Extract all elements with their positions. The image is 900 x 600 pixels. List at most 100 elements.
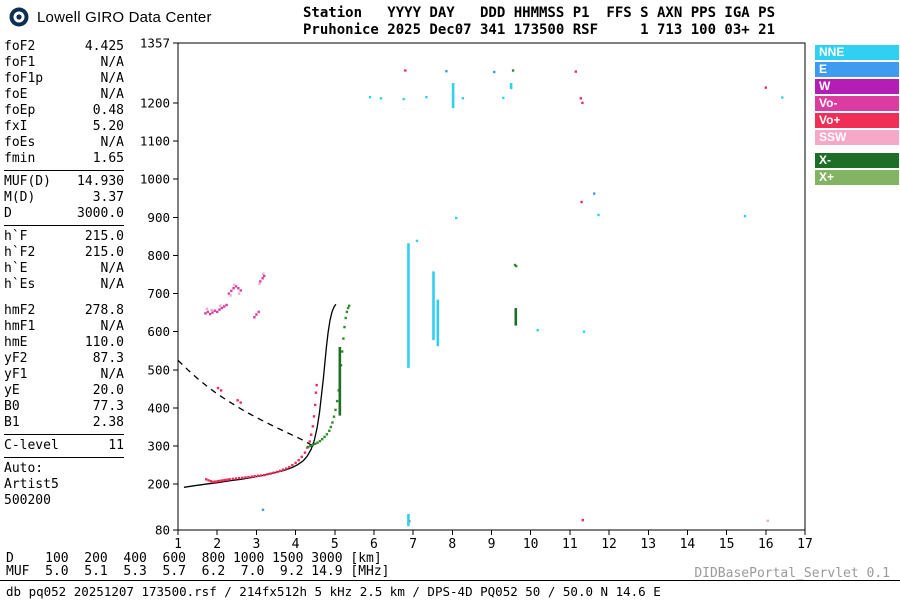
auto-line: 500200 — [4, 493, 51, 508]
param-value: 278.8 — [84, 303, 124, 318]
svg-text:80: 80 — [155, 523, 170, 538]
param-value: 3000.0 — [77, 206, 124, 221]
auto-line: Artist5 — [4, 477, 59, 492]
svg-text:700: 700 — [147, 286, 170, 301]
param-label: M(D) — [4, 190, 36, 205]
param-value: N/A — [100, 71, 124, 86]
param-row: h`F 215.0 — [4, 229, 124, 245]
param-row: foEp 0.48 — [4, 103, 124, 119]
param-label: D — [4, 206, 12, 221]
param-label: foF2 — [4, 39, 36, 54]
param-value: N/A — [100, 261, 124, 276]
param-value: 4.425 — [84, 39, 124, 54]
svg-text:3: 3 — [252, 537, 260, 552]
svg-text:12: 12 — [601, 537, 617, 552]
param-row: yF2 87.3 — [4, 351, 124, 367]
legend-item-x: X+ — [815, 170, 899, 185]
param-row: foF1p N/A — [4, 71, 124, 87]
param-row: fmin 1.65 — [4, 151, 124, 167]
param-value: N/A — [100, 277, 124, 292]
param-value: 77.3 — [92, 399, 124, 414]
param-value: 2.38 — [92, 415, 124, 430]
param-value: 0.48 — [92, 103, 124, 118]
svg-text:14: 14 — [680, 537, 696, 552]
param-row: hmE 110.0 — [4, 335, 124, 351]
svg-text:16: 16 — [758, 537, 774, 552]
giro-logo-text: Lowell GIRO Data Center — [37, 8, 212, 26]
auto-line: Auto: — [4, 461, 44, 476]
param-label: foE — [4, 87, 28, 102]
svg-text:500: 500 — [147, 362, 170, 377]
svg-text:400: 400 — [147, 400, 170, 415]
svg-text:900: 900 — [147, 210, 170, 225]
param-group: MUF(D) 14.930 M(D) 3.37 D 3000.0 — [4, 174, 124, 226]
param-label: MUF(D) — [4, 174, 51, 189]
param-label: fmin — [4, 151, 36, 166]
param-label: h`E — [4, 261, 28, 276]
param-label: foF1p — [4, 71, 44, 86]
param-row: fxI 5.20 — [4, 119, 124, 135]
param-group: hmF2 278.8 hmF1 N/A hmE 110.0 yF2 87.3 yF1 N/A yE 2… — [4, 303, 124, 435]
param-group: C-level 11 — [4, 438, 124, 458]
svg-text:300: 300 — [147, 439, 170, 454]
param-row: M(D) 3.37 — [4, 190, 124, 206]
param-value: 110.0 — [84, 335, 124, 350]
param-label: hmF2 — [4, 303, 36, 318]
param-row: C-level 11 — [4, 438, 124, 454]
param-group: foF2 4.425 foF1 N/A foF1p N/A foE N/A foEp 0.48 fx… — [4, 39, 124, 171]
param-label: hmE — [4, 335, 28, 350]
svg-text:4: 4 — [292, 537, 300, 552]
legend-item-nne: NNE — [815, 45, 899, 60]
svg-text:11: 11 — [562, 537, 578, 552]
param-panel: foF2 4.425 foF1 N/A foF1p N/A foE N/A foEp 0.48 fx… — [4, 39, 124, 509]
param-row: yF1 N/A — [4, 367, 124, 383]
svg-text:13: 13 — [640, 537, 656, 552]
svg-text:800: 800 — [147, 248, 170, 263]
svg-text:10: 10 — [523, 537, 539, 552]
param-label: h`F — [4, 229, 28, 244]
param-value: N/A — [100, 87, 124, 102]
giro-logo-icon — [9, 7, 29, 27]
param-row: hmF1 N/A — [4, 319, 124, 335]
param-value: 215.0 — [84, 229, 124, 244]
svg-text:9: 9 — [488, 537, 496, 552]
svg-text:7: 7 — [409, 537, 417, 552]
param-row: foF1 N/A — [4, 55, 124, 71]
svg-text:8: 8 — [448, 537, 456, 552]
param-row: h`F2 215.0 — [4, 245, 124, 261]
param-label: yF1 — [4, 367, 28, 382]
param-value: 215.0 — [84, 245, 124, 260]
param-label: h`Es — [4, 277, 36, 292]
legend-item-vo: Vo+ — [815, 113, 899, 128]
legend-item-ssw: SSW — [815, 130, 899, 145]
distance-row: D 100 200 400 600 800 1000 1500 3000 [km… — [6, 551, 382, 566]
giro-logo[interactable]: Lowell GIRO Data Center — [8, 6, 212, 28]
param-value: 3.37 — [92, 190, 124, 205]
trace-legend: NNE E W Vo- Vo+ SSW X- X+ — [815, 45, 899, 187]
svg-text:1200: 1200 — [140, 95, 170, 110]
svg-text:1100: 1100 — [140, 134, 170, 149]
param-row: h`Es N/A — [4, 277, 124, 293]
param-label: foEs — [4, 135, 36, 150]
svg-text:2: 2 — [213, 537, 221, 552]
param-label: C-level — [4, 438, 59, 453]
param-row: foF2 4.425 — [4, 39, 124, 55]
legend-item-e: E — [815, 62, 899, 77]
param-value: 11 — [108, 438, 124, 453]
param-label: foEp — [4, 103, 36, 118]
param-group: h`F 215.0 h`F2 215.0 h`E N/A h`Es N/A — [4, 229, 124, 293]
param-label: B0 — [4, 399, 20, 414]
param-label: yF2 — [4, 351, 28, 366]
param-value: 20.0 — [92, 383, 124, 398]
svg-text:200: 200 — [147, 477, 170, 492]
param-label: hmF1 — [4, 319, 36, 334]
param-value: N/A — [100, 135, 124, 150]
servlet-version: DIDBasePortal_Servlet 0.1 — [694, 566, 890, 581]
param-row: foE N/A — [4, 87, 124, 103]
param-row: h`E N/A — [4, 261, 124, 277]
muf-row: MUF 5.0 5.1 5.3 5.7 6.2 7.0 9.2 14.9 [MH… — [6, 564, 390, 579]
param-label: h`F2 — [4, 245, 36, 260]
param-label: foF1 — [4, 55, 36, 70]
station-header-line2: Pruhonice 2025 Dec07 341 173500 RSF 1 71… — [303, 22, 776, 38]
